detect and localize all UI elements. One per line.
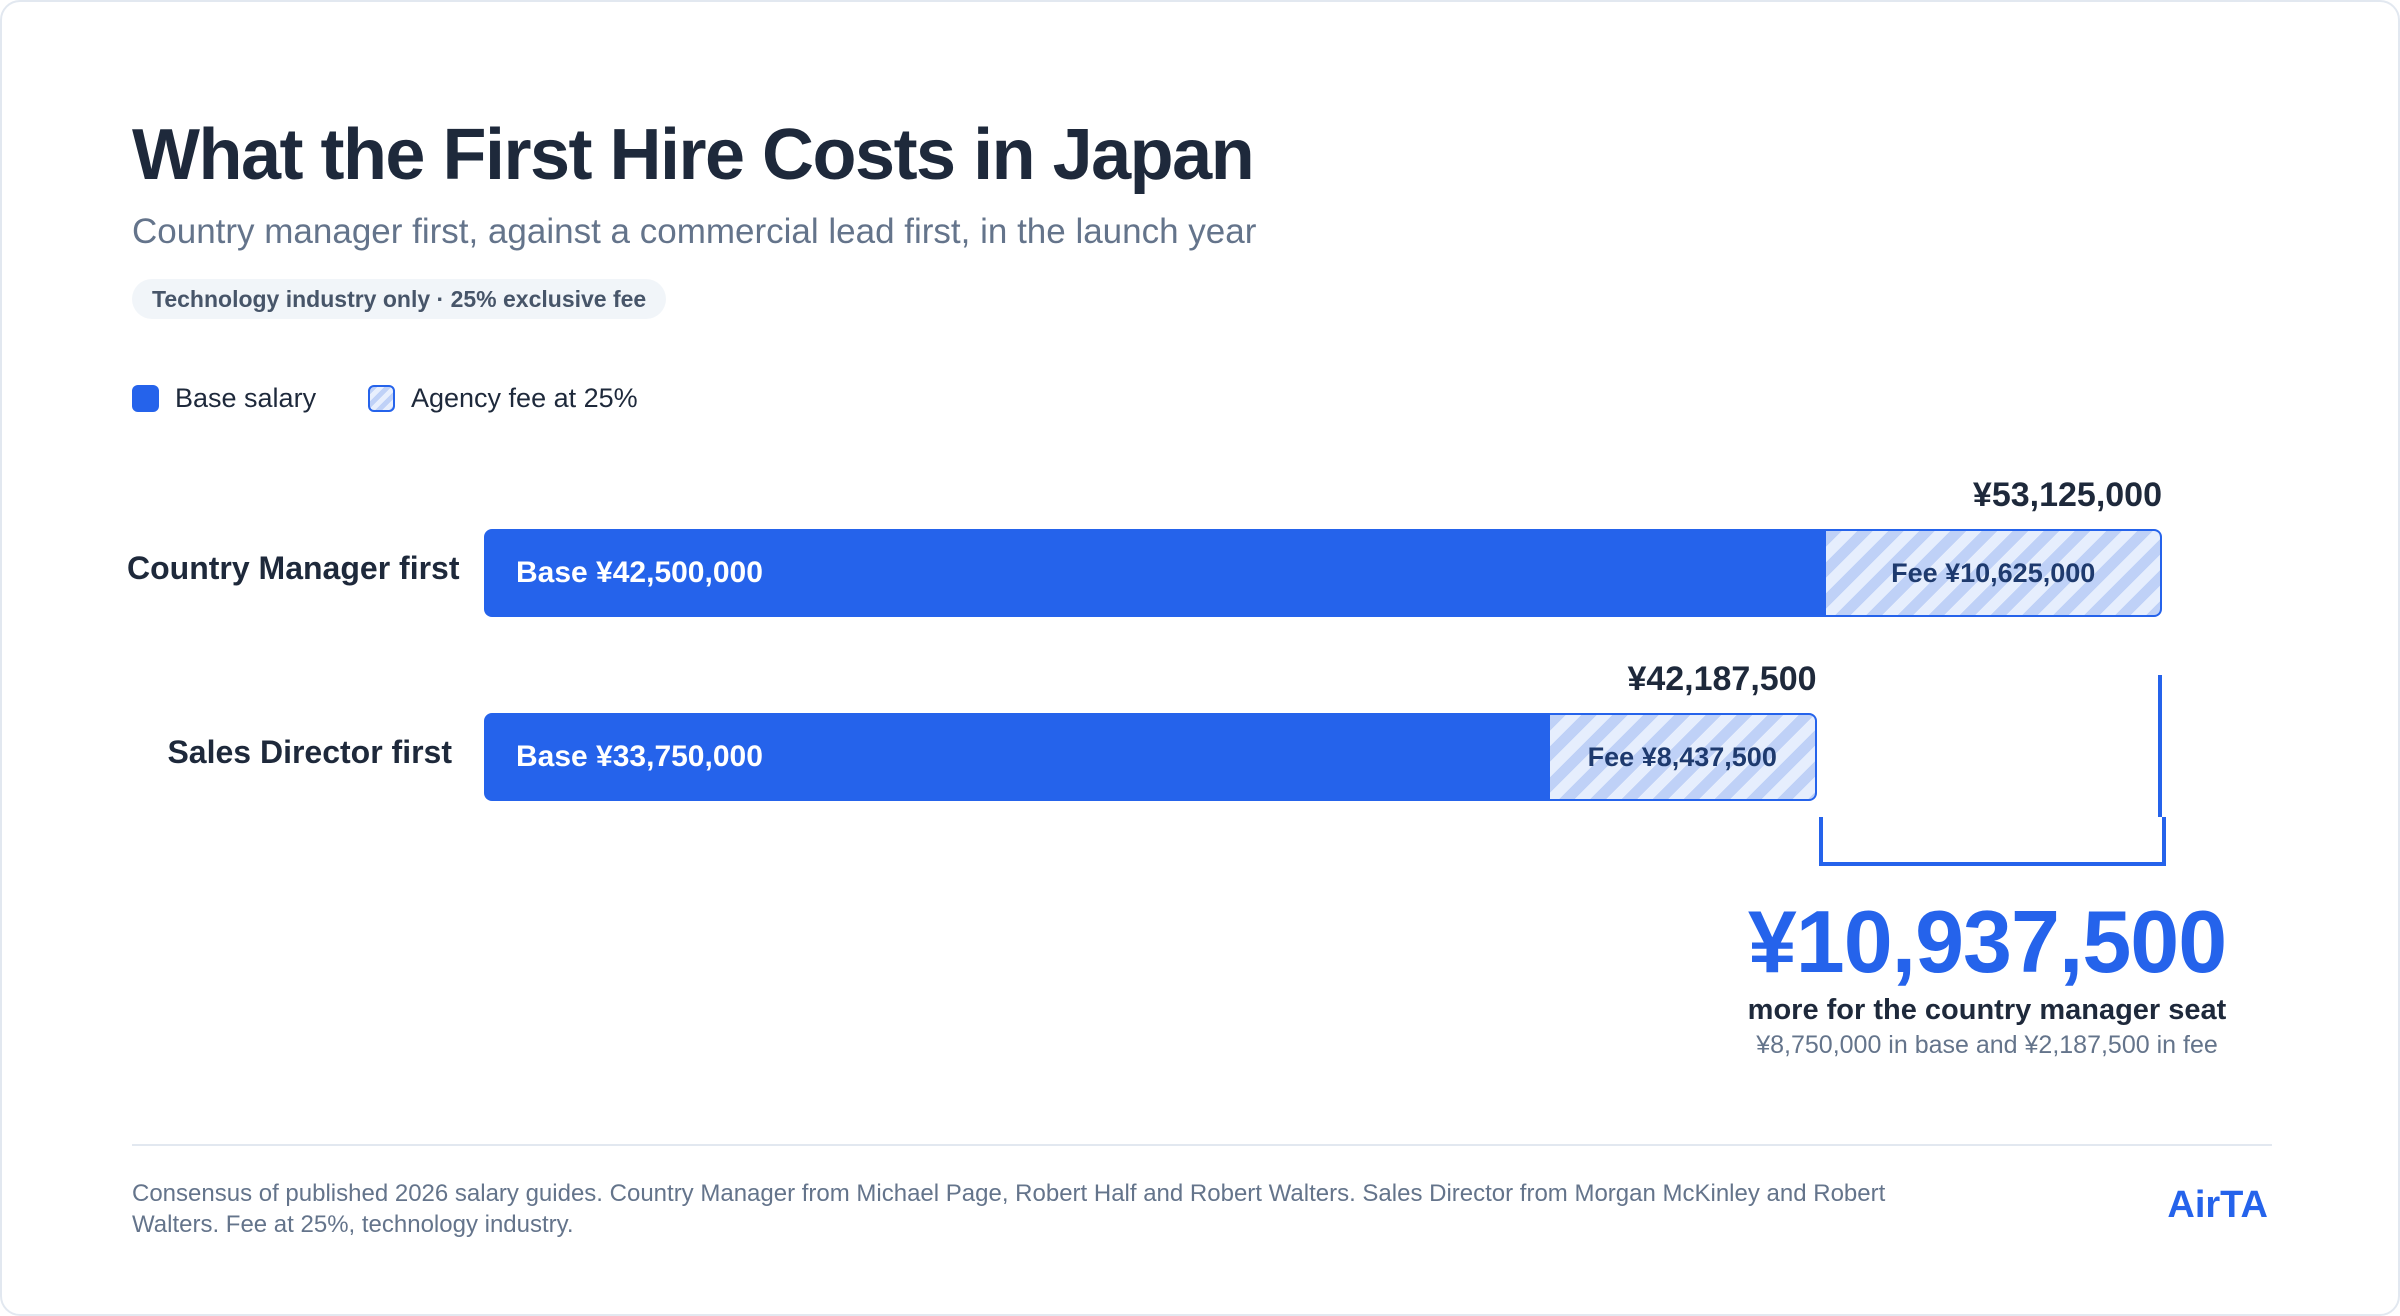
legend-label-base: Base salary [175,382,317,413]
bar-base-label-country-manager: Base ¥42,500,000 [516,556,763,589]
difference-caption: more for the country manager seat [1747,994,2227,1026]
bar-base-sales-director: Base ¥33,750,000 [484,713,1551,801]
total-label-sales-director: ¥42,187,500 [1627,660,1817,698]
legend-label-fee: Agency fee at 25% [411,382,638,413]
bar-fee-label-sales-director: Fee ¥8,437,500 [1587,742,1777,772]
bar-base-country-manager: Base ¥42,500,000 [484,529,1827,617]
difference-bracket [1818,817,2166,866]
base-salary-swatch-icon [132,384,159,412]
footer-divider [132,1144,2272,1146]
bar-fee-sales-director: Fee ¥8,437,500 [1550,713,1817,801]
agency-fee-swatch-icon [368,384,395,412]
bar-fee-label-country-manager: Fee ¥10,625,000 [1891,558,2096,588]
difference-value: ¥10,937,500 [1747,892,2227,991]
bar-base-label-sales-director: Base ¥33,750,000 [516,740,763,773]
legend-item-fee: Agency fee at 25% [368,380,638,416]
chart-title: What the First Hire Costs in Japan [132,115,1255,195]
scope-tag: Technology industry only · 25% exclusive… [132,279,667,319]
bar-fee-country-manager: Fee ¥10,625,000 [1826,529,2162,617]
row-label-sales-director: Sales Director first [167,734,452,770]
difference-detail: ¥8,750,000 in base and ¥2,187,500 in fee [1756,1031,2218,1059]
row-label-country-manager: Country Manager first [127,550,460,586]
chart-subtitle: Country manager first, against a commerc… [132,212,1257,251]
difference-bracket-right [2158,675,2162,817]
total-label-country-manager: ¥53,125,000 [1972,476,2162,514]
legend-item-base: Base salary [132,380,316,416]
brand-logo: AirTA [2167,1184,2268,1226]
difference-callout: ¥10,937,500 more for the country manager… [1647,892,2327,1062]
source-footnote: Consensus of published 2026 salary guide… [132,1180,1886,1238]
